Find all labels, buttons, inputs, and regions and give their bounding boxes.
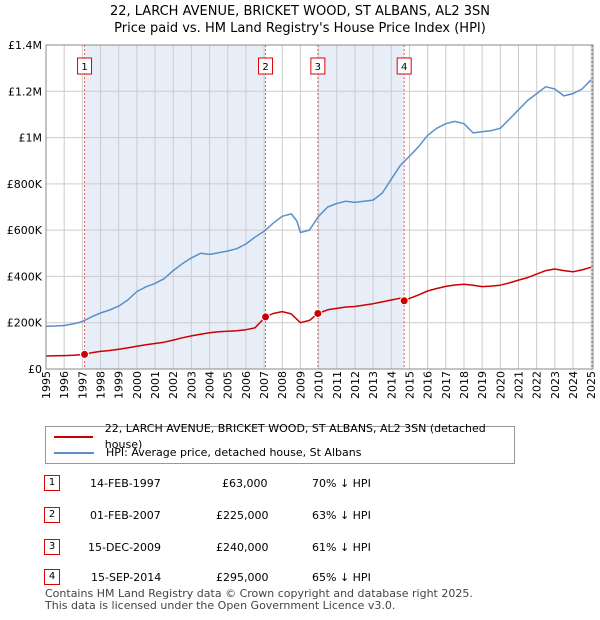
legend-label-property: 22, LARCH AVENUE, BRICKET WOOD, ST ALBAN…	[104, 422, 486, 451]
footer-copyright: Contains HM Land Registry data © Crown c…	[45, 587, 473, 600]
transaction-marker-box	[77, 57, 93, 75]
x-tick-label: 2003	[185, 371, 198, 399]
y-tick-label: £1.2M	[8, 85, 42, 98]
transaction-marker-label: 3	[315, 62, 321, 73]
x-tick-label: 2010	[313, 371, 326, 399]
ownership-shade	[84, 45, 266, 369]
transaction-hpi-diff: 63% ↓ HPI	[312, 509, 371, 522]
table-row: 1 14-FEB-1997 £63,000 70% ↓ HPI	[0, 475, 600, 493]
transaction-marker-box	[310, 57, 326, 75]
x-tick-label: 2024	[567, 371, 580, 399]
table-row: 3 15-DEC-2009 £240,000 61% ↓ HPI	[0, 539, 600, 557]
x-tick-label: 2004	[204, 371, 217, 399]
transaction-point	[313, 308, 323, 318]
chart-title-line1: 22, LARCH AVENUE, BRICKET WOOD, ST ALBAN…	[109, 4, 491, 19]
x-tick-label: 2015	[403, 371, 416, 399]
x-tick-label: 1998	[95, 371, 108, 399]
chart-title-line2: Price paid vs. HM Land Registry's House …	[114, 21, 486, 36]
x-tick-label: 2020	[494, 371, 507, 399]
x-tick-label: 2011	[331, 371, 344, 399]
transaction-price: £63,000	[222, 477, 268, 490]
x-tick-label: 2009	[294, 371, 307, 399]
x-tick-label: 2025	[585, 371, 598, 399]
y-tick-label: £1.4M	[8, 39, 42, 52]
x-tick-label: 2017	[440, 371, 453, 399]
x-tick-label: 1996	[58, 371, 71, 399]
x-tick-label: 2022	[531, 371, 544, 399]
property-price-line	[45, 266, 592, 357]
x-tick-label: 2016	[422, 371, 435, 399]
price-chart: 1 2 3 4 £0 £200K £400K £600K £800K £1M £1.2M £1.4M 1…	[7, 39, 598, 399]
transaction-date: 15-DEC-2009	[88, 541, 162, 554]
x-tick-label: 2012	[349, 371, 362, 399]
legend-swatch-hpi	[54, 452, 94, 454]
x-tick-label: 2006	[240, 371, 253, 399]
x-tick-label: 1997	[76, 371, 89, 399]
footer: Contains HM Land Registry data © Crown c…	[45, 588, 473, 612]
x-tick-label: 1995	[40, 371, 53, 399]
y-tick-label: £600K	[7, 224, 43, 237]
y-tick-label: £200K	[7, 317, 43, 330]
y-tick-label: £1M	[19, 132, 43, 145]
x-tick-label: 2007	[258, 371, 271, 399]
legend: 22, LARCH AVENUE, BRICKET WOOD, ST ALBAN…	[45, 422, 515, 464]
table-row: 2 01-FEB-2007 £225,000 63% ↓ HPI	[0, 507, 600, 525]
legend-swatch-property	[54, 436, 93, 438]
x-tick-label: 2013	[367, 371, 380, 399]
transaction-marker-label: 2	[262, 62, 268, 73]
legend-label-hpi: HPI: Average price, detached house, St A…	[106, 446, 362, 459]
legend-item-hpi: HPI: Average price, detached house, St A…	[54, 445, 361, 461]
x-tick-label: 2014	[385, 371, 398, 399]
transaction-marker-label: 1	[81, 62, 87, 73]
plot-border	[45, 44, 594, 370]
transaction-hpi-diff: 70% ↓ HPI	[312, 477, 371, 490]
transaction-point	[261, 312, 271, 322]
transaction-date: 14-FEB-1997	[90, 477, 161, 490]
transaction-price: £240,000	[216, 541, 269, 554]
transaction-marker-box	[258, 57, 274, 75]
transaction-badge: 4	[44, 569, 60, 585]
transaction-hpi-diff: 61% ↓ HPI	[312, 541, 371, 554]
hpi-line	[45, 79, 592, 327]
y-tick-label: £800K	[7, 178, 43, 191]
x-tick-label: 1999	[113, 371, 126, 399]
transaction-point	[399, 296, 409, 306]
transaction-date: 15-SEP-2014	[91, 571, 162, 584]
x-tick-label: 2018	[458, 371, 471, 399]
x-tick-label: 2005	[222, 371, 235, 399]
transaction-badge: 1	[44, 475, 60, 491]
transaction-badge: 2	[44, 507, 60, 523]
transaction-marker-label: 4	[401, 62, 407, 73]
y-tick-label: £400K	[7, 270, 43, 283]
x-tick-label: 2000	[131, 371, 144, 399]
transaction-price: £295,000	[216, 571, 269, 584]
y-tick-label: £0	[28, 363, 42, 376]
x-tick-label: 2023	[549, 371, 562, 399]
x-tick-label: 2008	[276, 371, 289, 399]
x-tick-label: 2021	[512, 371, 525, 399]
transaction-price: £225,000	[216, 509, 269, 522]
x-tick-label: 2002	[167, 371, 180, 399]
x-tick-label: 2019	[476, 371, 489, 399]
transaction-marker-box	[396, 57, 412, 75]
ownership-shade	[317, 45, 405, 369]
transaction-point	[80, 349, 90, 359]
transaction-badge: 3	[44, 539, 60, 555]
legend-item-property: 22, LARCH AVENUE, BRICKET WOOD, ST ALBAN…	[54, 422, 514, 451]
transaction-hpi-diff: 65% ↓ HPI	[312, 571, 371, 584]
transaction-date: 01-FEB-2007	[90, 509, 161, 522]
x-tick-label: 2001	[149, 371, 162, 399]
footer-licence: This data is licensed under the Open Gov…	[45, 599, 396, 612]
table-row: 4 15-SEP-2014 £295,000 65% ↓ HPI	[0, 569, 600, 587]
